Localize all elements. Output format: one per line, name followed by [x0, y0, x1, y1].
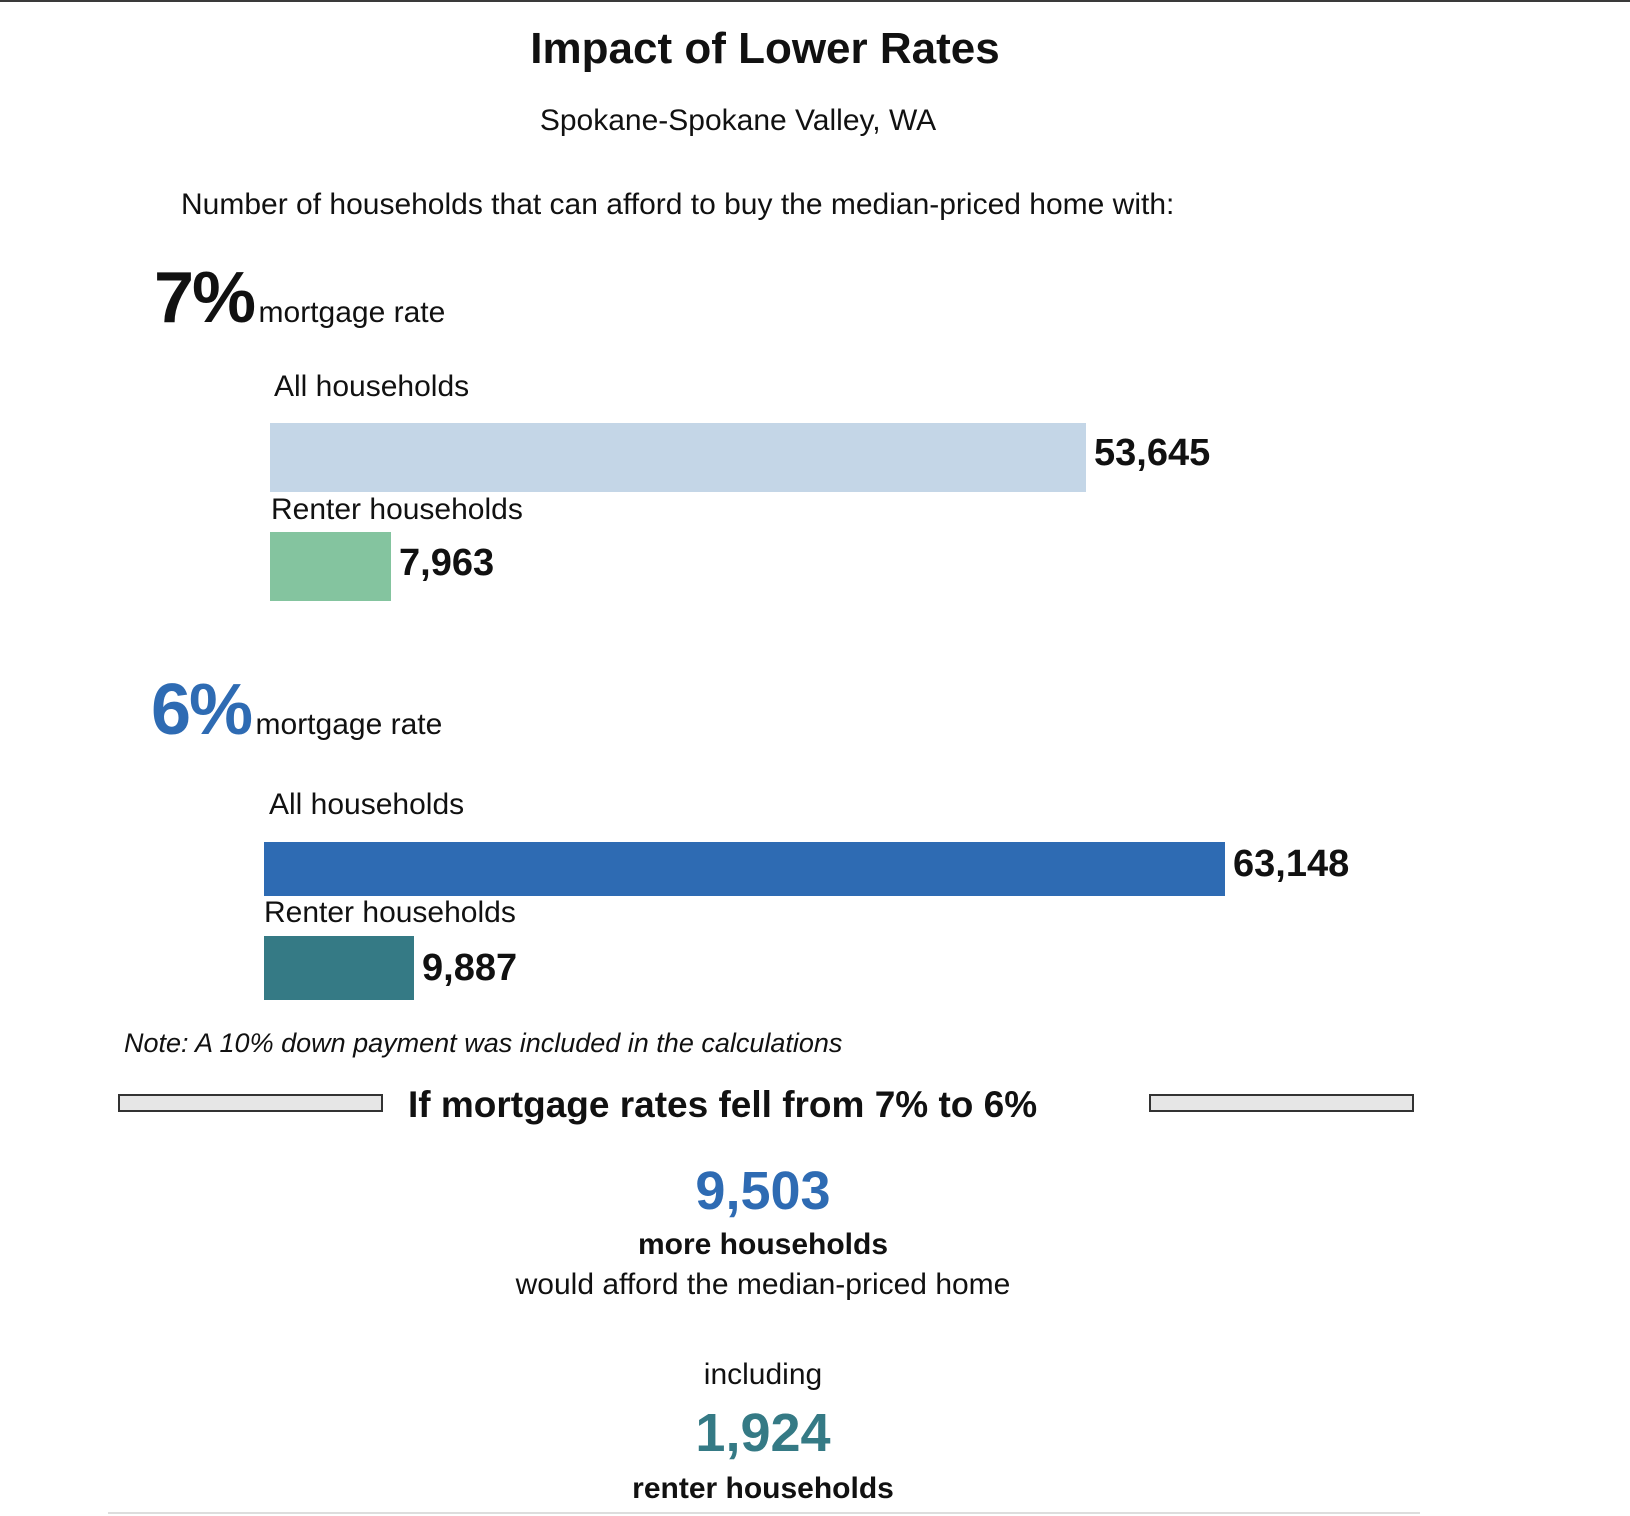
- more-households-description: would afford the median-priced home: [515, 1268, 1011, 1301]
- rate-7-label: mortgage rate: [258, 296, 446, 329]
- rate-6-all-category: All households: [269, 788, 465, 821]
- more-households-value: 9,503: [695, 1161, 831, 1221]
- bar-6-all-households: [264, 842, 1225, 896]
- chart-subtitle: Spokane-Spokane Valley, WA: [539, 104, 937, 137]
- value-6-all-households: 63,148: [1233, 843, 1350, 885]
- left-rule: [118, 1094, 383, 1112]
- value-6-renter-households: 9,887: [422, 947, 518, 989]
- rate-7-renter-category: Renter households: [271, 493, 523, 526]
- bar-6-renter-households: [264, 936, 414, 1000]
- bar-7-renter-households: [270, 532, 391, 601]
- bottom-border: [108, 1512, 1420, 1514]
- bar-7-all-households: [270, 423, 1086, 492]
- chart-title: Impact of Lower Rates: [530, 24, 1000, 73]
- summary-heading: If mortgage rates fell from 7% to 6%: [408, 1084, 1038, 1125]
- rate-6-heading: 6% mortgage rate: [151, 674, 442, 746]
- value-7-renter-households: 7,963: [399, 542, 495, 584]
- renter-households-label: renter households: [632, 1472, 894, 1505]
- right-rule: [1149, 1094, 1414, 1112]
- value-7-all-households: 53,645: [1094, 432, 1211, 474]
- footnote: Note: A 10% down payment was included in…: [124, 1028, 843, 1058]
- rate-7-heading: 7% mortgage rate: [154, 262, 445, 334]
- renter-households-value: 1,924: [695, 1403, 831, 1463]
- including-text: including: [703, 1358, 823, 1391]
- top-border: [0, 0, 1630, 2]
- rate-6-value: 6%: [151, 670, 253, 750]
- rate-7-value: 7%: [154, 258, 256, 338]
- rate-6-renter-category: Renter households: [264, 896, 516, 929]
- more-households-label: more households: [637, 1228, 889, 1261]
- lead-text: Number of households that can afford to …: [181, 188, 1175, 221]
- rate-7-all-category: All households: [274, 370, 470, 403]
- rate-6-label: mortgage rate: [255, 708, 443, 741]
